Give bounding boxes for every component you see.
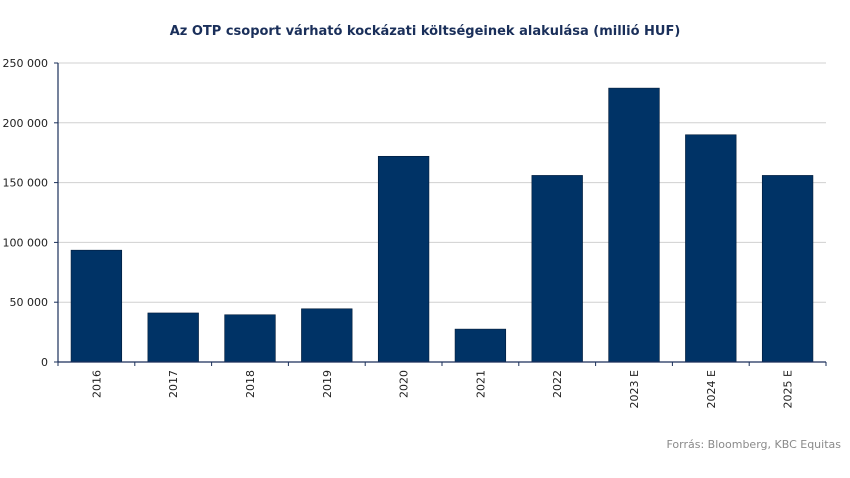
chart-title: Az OTP csoport várható kockázati költség… [170, 24, 681, 39]
y-tick-labels: 0 50 000 100 000 150 000 200 000 250 000 [3, 57, 49, 369]
y-tick-label: 200 000 [3, 117, 49, 130]
x-tick-label: 2025 E [782, 370, 795, 408]
bar [70, 249, 123, 363]
y-tick-label: 250 000 [3, 57, 49, 70]
y-tick-label: 100 000 [3, 236, 49, 249]
x-tick-label: 2021 [474, 370, 487, 398]
x-tick-labels: 2016 2017 2018 2019 2020 2021 2022 2023 E 2024 E… [90, 370, 794, 408]
x-tick-label: 2016 [90, 370, 103, 398]
x-tick-label: 2017 [167, 370, 180, 398]
bar [531, 175, 583, 363]
bar [301, 308, 353, 363]
x-tick-label: 2024 E [705, 370, 718, 408]
bars [70, 87, 814, 363]
bar [685, 134, 737, 363]
bar [608, 87, 660, 363]
bar [224, 314, 276, 363]
bar [761, 175, 814, 363]
bar [454, 328, 507, 363]
source-note: Forrás: Bloomberg, KBC Equitas [666, 438, 841, 451]
x-tick-label: 2020 [398, 370, 411, 398]
y-tick-label: 0 [41, 356, 48, 369]
axes [54, 62, 827, 366]
x-tick-label: 2022 [551, 370, 564, 398]
bar [377, 155, 430, 363]
x-tick-label: 2023 E [628, 370, 641, 408]
x-tick-label: 2019 [321, 370, 334, 398]
bar [147, 312, 199, 363]
x-tick-label: 2018 [244, 370, 257, 398]
y-tick-label: 150 000 [3, 177, 49, 190]
y-tick-label: 50 000 [10, 296, 49, 309]
